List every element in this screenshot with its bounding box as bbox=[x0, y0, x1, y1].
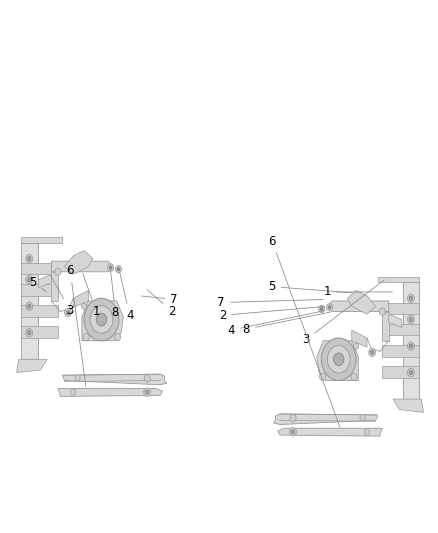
Circle shape bbox=[333, 353, 344, 366]
Text: 7: 7 bbox=[217, 296, 323, 309]
Circle shape bbox=[351, 373, 357, 381]
Circle shape bbox=[26, 254, 33, 263]
Circle shape bbox=[83, 333, 89, 341]
Circle shape bbox=[145, 390, 149, 394]
Polygon shape bbox=[382, 324, 419, 335]
Polygon shape bbox=[17, 359, 47, 373]
Text: 5: 5 bbox=[268, 280, 352, 293]
Circle shape bbox=[319, 305, 325, 313]
Polygon shape bbox=[393, 399, 424, 413]
Text: 3: 3 bbox=[302, 280, 385, 346]
Circle shape bbox=[369, 348, 376, 357]
Circle shape bbox=[321, 338, 356, 381]
Circle shape bbox=[26, 328, 33, 337]
Circle shape bbox=[321, 308, 323, 311]
Polygon shape bbox=[328, 301, 389, 312]
Circle shape bbox=[144, 375, 150, 382]
Polygon shape bbox=[21, 284, 58, 296]
Polygon shape bbox=[51, 261, 113, 272]
Circle shape bbox=[407, 368, 414, 377]
Circle shape bbox=[26, 302, 33, 311]
Polygon shape bbox=[21, 243, 38, 359]
Polygon shape bbox=[382, 345, 419, 357]
Polygon shape bbox=[73, 290, 88, 308]
Polygon shape bbox=[21, 305, 58, 317]
Polygon shape bbox=[62, 374, 167, 385]
Polygon shape bbox=[51, 272, 58, 301]
Circle shape bbox=[28, 278, 31, 282]
Text: 6: 6 bbox=[268, 235, 340, 427]
Circle shape bbox=[117, 268, 120, 271]
Circle shape bbox=[407, 316, 414, 324]
Circle shape bbox=[84, 298, 119, 341]
Text: 2: 2 bbox=[219, 306, 324, 322]
Circle shape bbox=[26, 276, 33, 284]
Polygon shape bbox=[382, 312, 389, 341]
Polygon shape bbox=[382, 303, 419, 314]
Text: 4: 4 bbox=[227, 311, 325, 337]
Circle shape bbox=[360, 415, 365, 421]
Circle shape bbox=[407, 342, 414, 350]
Circle shape bbox=[96, 313, 107, 326]
Circle shape bbox=[55, 268, 61, 276]
Polygon shape bbox=[21, 326, 58, 338]
Text: 4: 4 bbox=[120, 272, 134, 322]
Circle shape bbox=[290, 427, 297, 436]
Circle shape bbox=[110, 266, 112, 269]
Polygon shape bbox=[347, 290, 376, 314]
Circle shape bbox=[64, 309, 71, 317]
Circle shape bbox=[115, 333, 120, 341]
Polygon shape bbox=[317, 341, 358, 381]
Circle shape bbox=[28, 304, 31, 309]
Text: 3: 3 bbox=[51, 276, 74, 317]
Circle shape bbox=[409, 344, 413, 348]
Text: 8: 8 bbox=[110, 270, 119, 319]
Polygon shape bbox=[278, 428, 382, 436]
Text: 5: 5 bbox=[29, 276, 46, 292]
Text: 6: 6 bbox=[67, 264, 86, 387]
Circle shape bbox=[71, 389, 76, 395]
Circle shape bbox=[407, 294, 414, 303]
Circle shape bbox=[116, 265, 121, 273]
Circle shape bbox=[290, 415, 296, 422]
Text: 1: 1 bbox=[83, 273, 100, 318]
Polygon shape bbox=[58, 389, 162, 397]
Circle shape bbox=[75, 375, 80, 381]
Polygon shape bbox=[82, 301, 123, 341]
Polygon shape bbox=[389, 314, 402, 327]
Polygon shape bbox=[21, 237, 62, 243]
Circle shape bbox=[66, 311, 70, 315]
Circle shape bbox=[328, 306, 331, 309]
Circle shape bbox=[409, 370, 413, 375]
Circle shape bbox=[28, 256, 31, 261]
Circle shape bbox=[326, 304, 332, 311]
Circle shape bbox=[320, 373, 325, 381]
Circle shape bbox=[371, 350, 374, 354]
Polygon shape bbox=[64, 251, 93, 274]
Circle shape bbox=[81, 303, 87, 310]
Circle shape bbox=[409, 296, 413, 301]
Circle shape bbox=[28, 330, 31, 335]
Polygon shape bbox=[273, 414, 378, 424]
Polygon shape bbox=[352, 330, 367, 347]
Polygon shape bbox=[382, 366, 419, 378]
Circle shape bbox=[144, 388, 151, 397]
Polygon shape bbox=[39, 274, 51, 288]
Circle shape bbox=[409, 317, 413, 321]
Polygon shape bbox=[21, 263, 58, 274]
Circle shape bbox=[379, 308, 385, 316]
Circle shape bbox=[90, 306, 113, 333]
Polygon shape bbox=[378, 277, 419, 282]
Text: 1: 1 bbox=[323, 286, 392, 298]
Text: 7: 7 bbox=[141, 293, 178, 306]
Text: 2: 2 bbox=[147, 289, 176, 318]
Polygon shape bbox=[403, 282, 419, 399]
Text: 8: 8 bbox=[243, 312, 330, 336]
Circle shape bbox=[327, 345, 350, 373]
Circle shape bbox=[108, 264, 114, 271]
Circle shape bbox=[291, 430, 295, 434]
Circle shape bbox=[364, 429, 370, 435]
Circle shape bbox=[353, 343, 359, 349]
